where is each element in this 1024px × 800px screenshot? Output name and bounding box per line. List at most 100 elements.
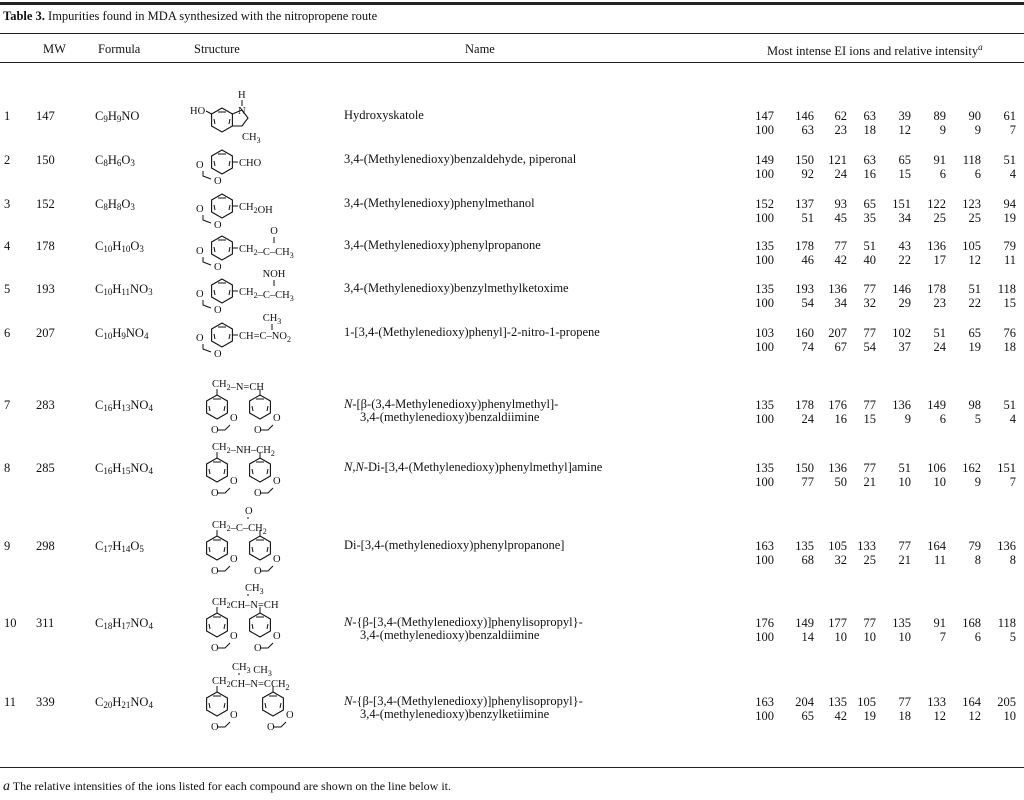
ion-mz: 178 (927, 282, 946, 296)
row-number: 5 (4, 282, 11, 296)
name-text: 3,4-(Methylenedioxy)phenylmethanol (344, 196, 535, 210)
compound-name: 3,4-(Methylenedioxy)benzaldehyde, pipero… (344, 153, 576, 166)
ion-intensity: 9 (939, 123, 946, 137)
name-text: 3,4-(Methylenedioxy)benzylmethylketoxime (344, 281, 569, 295)
footnote: a The relative intensities of the ions l… (3, 779, 451, 795)
molecular-weight: 285 (36, 461, 55, 475)
formula-element: NO (130, 398, 149, 412)
ion-intensity: 34 (834, 296, 848, 310)
oxygen-label: O (230, 554, 238, 565)
name-text: 3,4-(methylenedioxy)benzylketiimine (360, 707, 550, 721)
double-bond (228, 333, 231, 340)
header-top-rule (0, 33, 1024, 34)
formula-subscript: 3 (139, 244, 144, 254)
compound-name-line: N-{β-[3,4-(Methylenedioxy)]phenylisoprop… (344, 616, 583, 629)
substituent-label: CH2–C–CH3 (239, 287, 294, 303)
ion-mz: 204 (795, 695, 814, 709)
formula-subscript: 16 (103, 403, 113, 413)
row-number: 7 (4, 398, 11, 412)
ion-mz: 122 (927, 197, 946, 211)
formula-element: H (112, 695, 122, 709)
ion-mz: 137 (795, 197, 814, 211)
ion-intensity: 23 (834, 123, 848, 137)
ion-mz: 98 (968, 398, 982, 412)
oxygen-label: O (254, 643, 262, 654)
formula-element: C (95, 109, 104, 123)
ion-mz: 91 (933, 616, 947, 630)
chain-label: CH2–NH–CH2 (212, 442, 275, 458)
methylene-bridge (218, 424, 231, 431)
structure-drawing: OO CHO (196, 149, 262, 187)
formula-element: H (112, 461, 122, 475)
ion-mz: 105 (962, 239, 981, 253)
double-bond (266, 405, 269, 412)
ion-mz: 205 (997, 695, 1016, 709)
formula: C10H9NO4 (95, 326, 148, 341)
ion-intensity: 46 (801, 253, 815, 267)
formula-element: C (95, 153, 104, 167)
ion-mz: 136 (828, 282, 847, 296)
ion-intensity: 24 (801, 412, 815, 426)
oxygen-label: O (273, 476, 281, 487)
ion-intensity: 10 (898, 630, 912, 644)
formula-subscript: 17 (103, 544, 113, 554)
top-group-label: CH3 CH3 (232, 662, 272, 678)
double-bond (213, 333, 216, 340)
formula-subscript: 4 (148, 700, 153, 710)
ion-mz: 105 (828, 539, 847, 553)
formula: C20H21NO4 (95, 695, 153, 710)
row-number: 6 (4, 326, 11, 340)
compound-name-line: 1-[3,4-(Methylenedioxy)phenyl]-2-nitro-1… (344, 326, 600, 339)
ion-intensity: 6 (974, 167, 981, 181)
caption-label: Table 3. (3, 9, 45, 23)
ion-mz: 207 (828, 326, 847, 340)
ion-mz: 178 (795, 398, 814, 412)
ion-intensity: 7 (1009, 475, 1016, 489)
compound-name-line: 3,4-(methylenedioxy)benzaldiimine (344, 629, 583, 642)
row-number: 2 (4, 153, 11, 167)
ion-intensity: 15 (898, 167, 912, 181)
benzene-ring (206, 691, 228, 717)
ion-intensity: 10 (1003, 709, 1017, 723)
pyrrole-ring (232, 109, 249, 127)
ion-mz: 133 (857, 539, 876, 553)
ion-intensity: 74 (801, 340, 815, 354)
ion-mz: 135 (828, 695, 847, 709)
ion-intensity: 100 (755, 340, 774, 354)
ion-intensity: 68 (801, 553, 815, 567)
molecular-weight: 193 (36, 282, 55, 296)
formula-element: NO (130, 616, 149, 630)
formula-subscript: 9 (103, 114, 108, 124)
ion-mz: 149 (755, 153, 774, 167)
ion-mz: 77 (863, 282, 877, 296)
ion-intensity: 9 (974, 123, 981, 137)
ion-mz: 51 (933, 326, 947, 340)
header-ions-label: Most intense EI ions and relative intens… (767, 44, 979, 59)
formula-element: H (107, 109, 117, 123)
formula-element: NO (125, 326, 144, 340)
ion-mz: 162 (962, 461, 981, 475)
formula: C10H10O3 (95, 239, 144, 254)
methylene-bridge (261, 565, 274, 572)
ion-mz: 118 (962, 153, 981, 167)
ion-mz: 79 (1003, 239, 1017, 253)
oxygen-label: O (286, 710, 294, 721)
oxygen-label: O (196, 204, 204, 215)
header-ions: Most intense EI ions and relative intens… (767, 42, 983, 59)
formula-element: C (95, 326, 104, 340)
row-number: 1 (4, 109, 11, 123)
ion-mz: 39 (898, 109, 912, 123)
benzene-ring (211, 322, 233, 348)
compound-name-line: Di-[3,4-(methylenedioxy)phenylpropanone] (344, 539, 564, 552)
header-mw: MW (43, 42, 66, 56)
caption-text: Impurities found in MDA synthesized with… (48, 9, 378, 23)
ion-mz: 91 (933, 153, 947, 167)
oxygen-label: O (214, 220, 222, 231)
ion-intensity: 18 (1003, 340, 1017, 354)
ion-intensity: 24 (933, 340, 947, 354)
methylene-bridge (261, 642, 274, 649)
ion-mz: 135 (755, 282, 774, 296)
formula-element: C (95, 398, 104, 412)
ion-mz: 51 (968, 282, 982, 296)
formula: C18H17NO4 (95, 616, 153, 631)
